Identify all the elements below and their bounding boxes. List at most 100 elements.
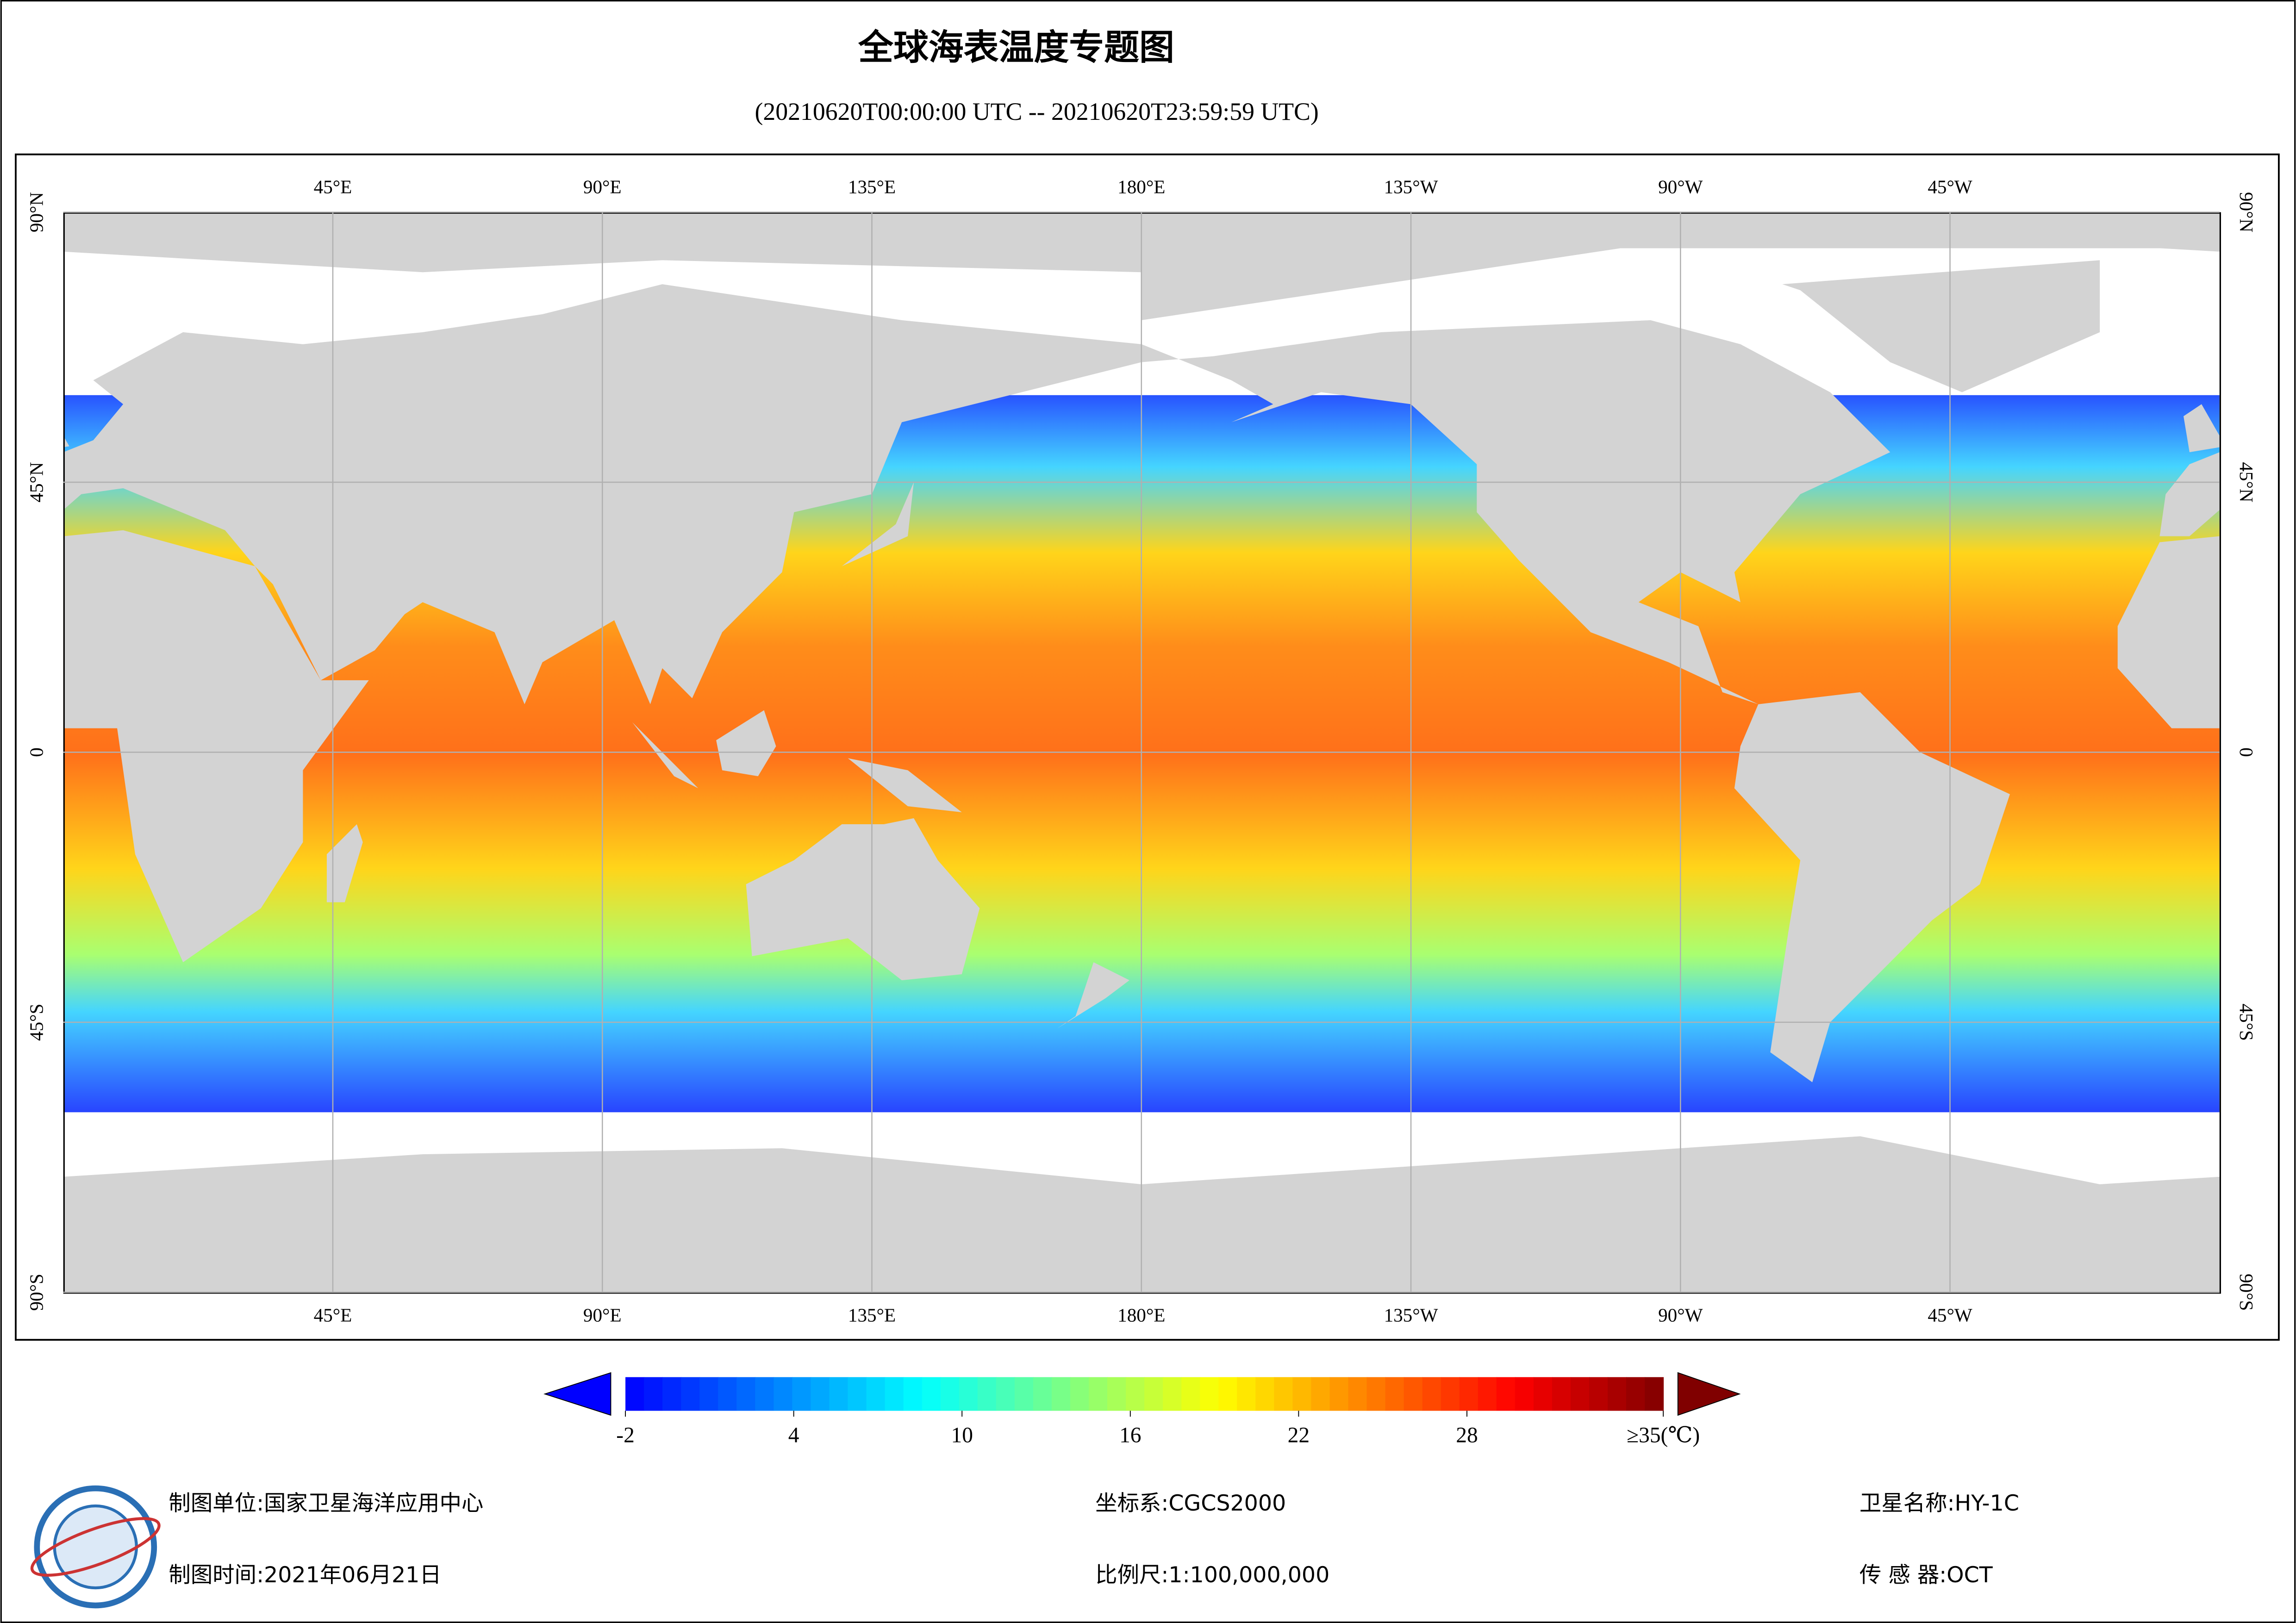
- title: 全球海表温度专题图: [858, 27, 1174, 68]
- lon-label-top: 90°E: [583, 176, 622, 197]
- colorbar-tick-label: 22: [1288, 1423, 1310, 1447]
- colorbar-segment: [699, 1377, 719, 1411]
- colorbar-segment: [625, 1377, 645, 1411]
- lon-label-bottom: 135°E: [848, 1305, 896, 1326]
- lon-label-bottom: 90°E: [583, 1305, 622, 1326]
- colorbar-segment: [755, 1377, 774, 1411]
- colorbar-segment: [1589, 1377, 1608, 1411]
- colorbar-segment: [996, 1377, 1015, 1411]
- colorbar-segment: [792, 1377, 811, 1411]
- lon-label-bottom: 45°E: [314, 1305, 352, 1326]
- lon-label-bottom: 90°W: [1658, 1305, 1703, 1326]
- land: [2184, 404, 2220, 453]
- colorbar-segment: [1441, 1377, 1460, 1411]
- logo: [30, 1485, 161, 1609]
- colorbar-segment: [1014, 1377, 1034, 1411]
- land: [1057, 962, 1129, 1028]
- colorbar-tick-label: ≥35(℃): [1627, 1423, 1700, 1447]
- colorbar-segment: [1608, 1377, 1627, 1411]
- land: [1734, 692, 2010, 1082]
- map-outer-frame: [15, 153, 2280, 1341]
- colorbar-segment: [1126, 1377, 1145, 1411]
- colorbar-segment: [1570, 1377, 1590, 1411]
- colorbar-segment: [1088, 1377, 1108, 1411]
- lat-label-left: 45°N: [25, 462, 47, 502]
- colorbar-segment: [1404, 1377, 1423, 1411]
- colorbar-segment: [940, 1377, 960, 1411]
- lat-label-right: 45°N: [2236, 462, 2257, 502]
- colorbar-segment: [1366, 1377, 1386, 1411]
- lat-label-left: 0: [25, 747, 47, 757]
- colorbar-segment: [829, 1377, 849, 1411]
- colorbar-segment: [1552, 1377, 1571, 1411]
- footer-crs: 坐标系:CGCS2000: [1095, 1491, 1286, 1516]
- lat-label-right: 90°S: [2236, 1274, 2257, 1311]
- colorbar-segment: [1292, 1377, 1312, 1411]
- colorbar-segment: [1515, 1377, 1534, 1411]
- colorbar-segment: [1385, 1377, 1404, 1411]
- colorbar-tick-label: 28: [1456, 1423, 1478, 1447]
- land: [848, 758, 962, 813]
- footer-time: 制图时间:2021年06月21日: [168, 1562, 441, 1588]
- colorbar-segment: [1478, 1377, 1497, 1411]
- colorbar-segment: [885, 1377, 904, 1411]
- lat-label-left: 90°S: [25, 1274, 47, 1311]
- colorbar-segment: [1533, 1377, 1553, 1411]
- colorbar-tick-label: 4: [788, 1423, 799, 1447]
- colorbar-segment: [1107, 1377, 1127, 1411]
- land: [2117, 536, 2220, 728]
- colorbar: -2 4 10 16 22 28 ≥35(℃): [543, 1372, 1741, 1447]
- lon-label-top: 135°W: [1384, 176, 1438, 197]
- lat-label-right: 45°S: [2236, 1004, 2257, 1041]
- colorbar-segment: [1051, 1377, 1071, 1411]
- subtitle: (20210620T00:00:00 UTC -- 20210620T23:59…: [755, 98, 1319, 125]
- colorbar-segment: [1329, 1377, 1349, 1411]
- footer-scale: 比例尺:1:100,000,000: [1095, 1562, 1329, 1588]
- colorbar-segment: [811, 1377, 830, 1411]
- colorbar-tick-label: 16: [1119, 1423, 1141, 1447]
- colorbar-segment: [1200, 1377, 1219, 1411]
- land: [2159, 452, 2220, 536]
- colorbar-arrow-high: [1677, 1372, 1741, 1416]
- land: [1782, 260, 2100, 392]
- lat-label-right: 0: [2236, 747, 2257, 757]
- land: [326, 824, 363, 902]
- colorbar-segment: [1459, 1377, 1479, 1411]
- land: [1141, 320, 1890, 704]
- land: [746, 818, 980, 981]
- colorbar-arrow-low: [543, 1372, 611, 1416]
- colorbar-segment: [1033, 1377, 1052, 1411]
- footer-satellite: 卫星名称:HY-1C: [1859, 1491, 2019, 1516]
- colorbar-segment: [903, 1377, 923, 1411]
- colorbar-segment: [922, 1377, 941, 1411]
- colorbar-segment: [718, 1377, 737, 1411]
- colorbar-segment: [681, 1377, 700, 1411]
- colorbar-segment: [1163, 1377, 1182, 1411]
- colorbar-segment: [866, 1377, 886, 1411]
- land: [63, 435, 69, 448]
- lon-label-bottom: 180°E: [1117, 1305, 1165, 1326]
- land: [842, 482, 914, 566]
- lon-label-bottom: 45°W: [1928, 1305, 1972, 1326]
- colorbar-tick-label: -2: [616, 1423, 635, 1447]
- colorbar-segment: [1218, 1377, 1238, 1411]
- lon-label-top: 135°E: [848, 176, 896, 197]
- colorbar-segment: [959, 1377, 978, 1411]
- colorbar-segment: [1255, 1377, 1275, 1411]
- colorbar-segment: [1348, 1377, 1367, 1411]
- lon-label-top: 45°E: [314, 176, 352, 197]
- colorbar-segment: [1496, 1377, 1516, 1411]
- colorbar-segment: [644, 1377, 663, 1411]
- lat-label-left: 45°S: [25, 1004, 47, 1041]
- colorbar-segment: [774, 1377, 793, 1411]
- colorbar-segment: [736, 1377, 756, 1411]
- colorbar-segment: [848, 1377, 867, 1411]
- land: [63, 530, 369, 963]
- lon-label-top: 45°W: [1928, 176, 1972, 197]
- land: [716, 710, 776, 777]
- colorbar-segment: [1144, 1377, 1164, 1411]
- colorbar-segment: [1070, 1377, 1089, 1411]
- footer-sensor: 传 感 器:OCT: [1859, 1562, 1993, 1588]
- lat-label-left: 90°N: [25, 192, 47, 232]
